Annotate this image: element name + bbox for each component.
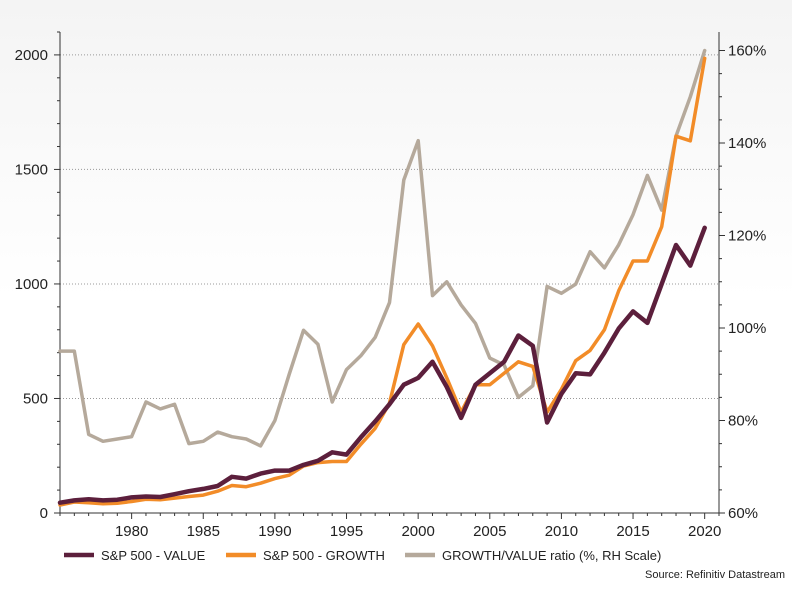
y-right-tick-label: 80%	[728, 413, 758, 430]
y-left-tick-label: 1000	[15, 276, 48, 293]
y-right-tick-label: 120%	[728, 228, 766, 245]
y-left-tick-label: 2000	[15, 47, 48, 64]
axes: 0 500 1000 1500 2000 60% 80% 100% 120% 140% 160% 19…	[15, 31, 766, 540]
y-left-tick-label: 1500	[15, 161, 48, 178]
series-lines	[57, 48, 707, 507]
x-tick-label: 2005	[473, 523, 506, 540]
source-note: Source: Refinitiv Datastream	[645, 569, 785, 581]
x-tick-label: 1980	[115, 523, 148, 540]
legend-label: S&P 500 - GROWTH	[263, 548, 385, 563]
x-tick-label: 2010	[545, 523, 578, 540]
y-right-tick-label: 140%	[728, 135, 766, 152]
y-right-tick-label: 100%	[728, 320, 766, 337]
x-tick-label: 2015	[616, 523, 649, 540]
gridlines	[60, 54, 719, 399]
x-tick-label: 1995	[330, 523, 363, 540]
x-tick-label: 1985	[187, 523, 220, 540]
ratio-series-line	[58, 48, 707, 448]
x-tick-label: 2000	[401, 523, 434, 540]
value-series-line	[57, 225, 707, 505]
x-tick-label: 1990	[258, 523, 291, 540]
legend-label: S&P 500 - VALUE	[101, 548, 206, 563]
y-right-tick-label: 160%	[728, 43, 766, 60]
y-left-tick-label: 0	[40, 505, 48, 522]
x-tick-label: 2020	[688, 523, 721, 540]
y-left-tick-label: 500	[23, 390, 48, 407]
legend-label: GROWTH/VALUE ratio (%, RH Scale)	[442, 548, 661, 563]
y-right-tick-label: 60%	[728, 505, 758, 522]
legend: S&P 500 - VALUE S&P 500 - GROWTH GROWTH/VA…	[64, 548, 661, 563]
